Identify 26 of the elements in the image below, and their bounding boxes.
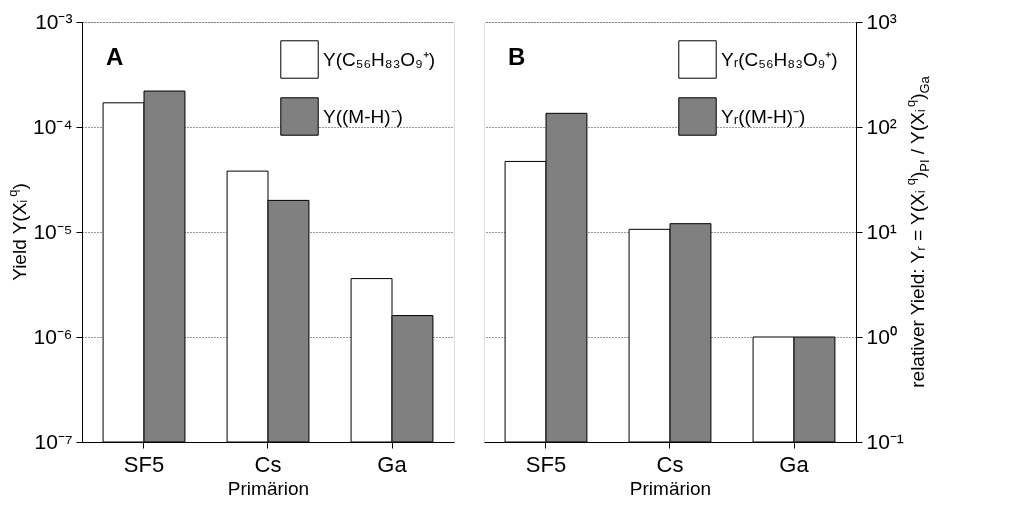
y2-tick-label: 10³ (866, 9, 897, 33)
legend-label: Yᵣ(C₅₆H₈₃O₉⁺) (721, 48, 838, 70)
annotation: B (508, 43, 526, 70)
y-tick-label: 10⁻⁴ (33, 114, 73, 138)
y2-tick-label: 10¹ (866, 219, 897, 243)
y-tick-label: 10⁻⁶ (33, 324, 73, 348)
y-tick-label: 10⁻⁷ (34, 429, 73, 453)
legend-label: Y(C₅₆H₈₃O₉⁺) (323, 48, 436, 70)
y2-tick-label: 10⁻¹ (866, 429, 904, 453)
legend-label: Yᵣ((M-H)⁻) (721, 105, 806, 127)
x-tick-label: Ga (779, 451, 810, 477)
x-tick-label: SF5 (525, 451, 567, 477)
x-axis-title: Primärion (629, 477, 712, 499)
x-tick-label: SF5 (123, 451, 165, 477)
y-axis-title: Yield Y(Xᵢq) (4, 183, 30, 281)
y-tick-label: 10⁻³ (35, 9, 73, 33)
legend-label: Y((M-H)⁻) (323, 105, 403, 127)
x-axis-title: Primärion (227, 477, 310, 499)
y-tick-label: 10⁻⁵ (33, 219, 73, 243)
y2-tick-label: 10⁰ (866, 324, 897, 348)
annotation: A (106, 43, 124, 70)
x-tick-label: Cs (254, 451, 282, 477)
x-tick-label: Cs (656, 451, 684, 477)
x-tick-label: Ga (377, 451, 408, 477)
y2-tick-label: 10² (866, 114, 897, 138)
y2-axis-title: relativer Yield: Yᵣ = Y(Xᵢq)PI / Y(Xᵢq)Ga (902, 75, 933, 388)
